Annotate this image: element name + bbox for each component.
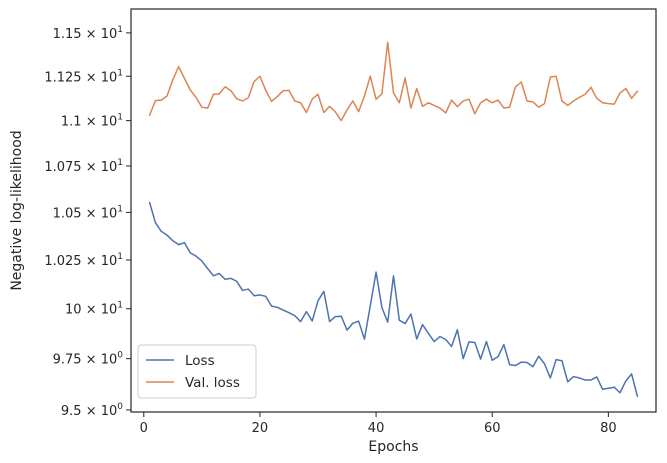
plot-lines [148,41,639,398]
x-tick-label: 60 [484,421,501,436]
plot-frame [130,8,657,413]
x-axis-label: Epochs [368,439,418,455]
y-axis-label: Negative log-likelihood [9,130,25,290]
x-tick-label: 0 [140,421,148,436]
legend: Loss Val. loss [137,344,257,399]
legend-label-loss: Loss [185,353,215,369]
x-tick-label: 40 [368,421,385,436]
x-tick-label: 20 [252,421,269,436]
y-tick-label: 1.05 × 101 [53,204,123,221]
y-tick-label: 9.75 × 100 [53,351,124,368]
y-tick-label: 1.1 × 101 [61,113,123,130]
y-tick-label: 9.5 × 100 [61,402,123,419]
y-tick-label: 1.025 × 101 [44,252,123,269]
series-line-1 [148,41,639,122]
series-line-0 [148,201,639,398]
legend-box [137,344,257,399]
y-axis: 9.5 × 100 9.75 × 100 10 × 101 1.025 × 101 1.… [44,25,131,419]
y-tick-label: 1.15 × 101 [53,25,123,42]
x-axis: 0 20 40 60 80 [140,412,617,436]
y-tick-label: 1.075 × 101 [44,158,123,175]
legend-label-val-loss: Val. loss [185,375,240,391]
y-tick-label: 10 × 101 [65,301,123,318]
y-tick-label: 1.125 × 101 [44,68,123,85]
x-tick-label: 80 [600,421,617,436]
